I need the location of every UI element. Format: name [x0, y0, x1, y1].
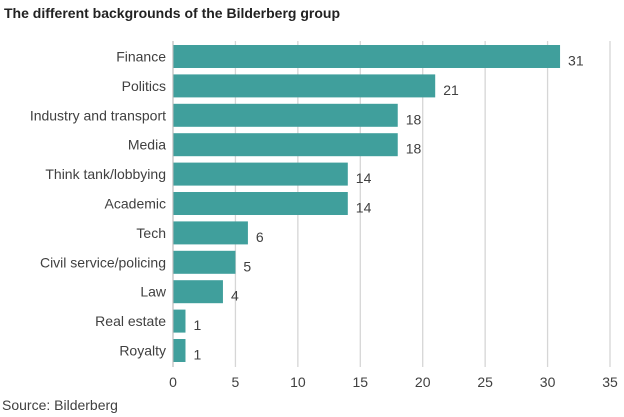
category-label: Royalty [119, 343, 166, 359]
x-tick-label: 30 [540, 374, 556, 390]
category-label: Industry and transport [30, 107, 166, 123]
data-label: 1 [193, 347, 201, 363]
category-label: Media [128, 137, 166, 153]
category-label: Think tank/lobbying [45, 166, 166, 182]
x-tick-label: 20 [415, 374, 431, 390]
data-label: 14 [356, 200, 372, 216]
category-label: Real estate [95, 313, 166, 329]
bar [173, 221, 248, 245]
x-tick-label: 5 [232, 374, 240, 390]
data-label: 6 [256, 229, 264, 245]
data-label: 18 [406, 111, 422, 127]
bar [173, 162, 348, 186]
x-tick-label: 25 [477, 374, 493, 390]
data-label: 1 [193, 317, 201, 333]
data-label: 21 [443, 82, 459, 98]
category-label: Tech [136, 225, 166, 241]
data-label: 14 [356, 170, 372, 186]
category-label: Politics [122, 78, 166, 94]
x-tick-label: 35 [602, 374, 618, 390]
category-label: Law [140, 284, 167, 300]
x-tick-label: 10 [290, 374, 306, 390]
bar [173, 250, 236, 274]
bar [173, 339, 186, 362]
x-tick-label: 0 [169, 374, 177, 390]
data-label: 18 [406, 141, 422, 157]
bar [173, 74, 436, 98]
x-tick-label: 15 [352, 374, 368, 390]
data-label: 5 [243, 258, 251, 274]
chart-title: The different backgrounds of the Bilderb… [4, 5, 341, 21]
bar [173, 192, 348, 215]
source-note: Source: Bilderberg [2, 397, 118, 413]
category-label: Civil service/policing [40, 254, 166, 270]
data-label: 4 [231, 288, 239, 304]
bar [173, 45, 561, 68]
bar [173, 280, 223, 304]
bar [173, 133, 398, 157]
category-label: Finance [116, 49, 166, 65]
data-label: 31 [568, 53, 584, 69]
category-label: Academic [105, 196, 166, 212]
bar [173, 309, 186, 333]
bar [173, 103, 398, 127]
